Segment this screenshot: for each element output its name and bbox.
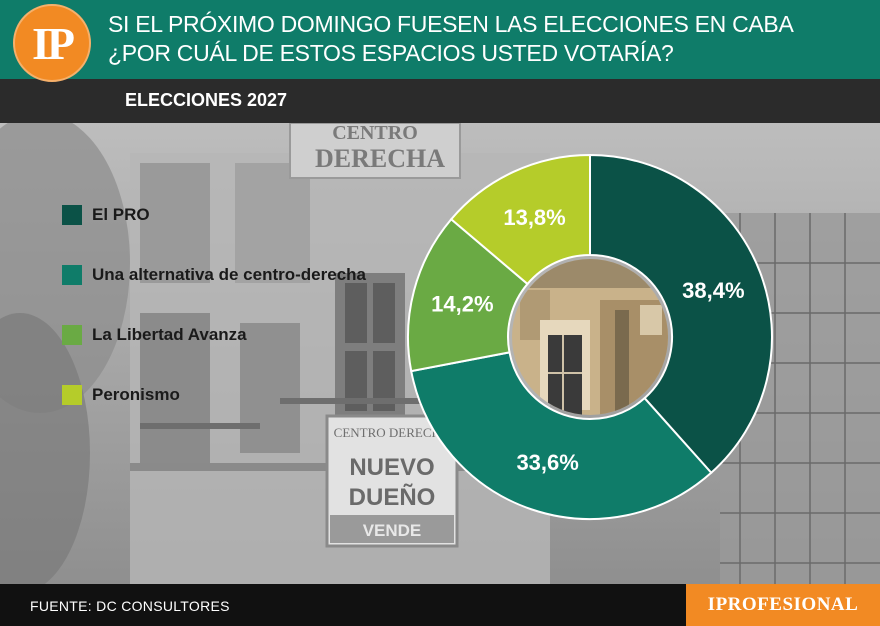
legend-swatch-pro — [62, 205, 82, 225]
legend-item-libertad-avanza: La Libertad Avanza — [62, 323, 247, 347]
bg-sign-line-1: NUEVO — [349, 454, 434, 481]
legend-label-pro: El PRO — [92, 205, 150, 224]
title-line-2: ¿POR CUÁL DE ESTOS ESPACIOS USTED VOTARÍ… — [108, 40, 674, 66]
legend-label-centro-derecha: Una alternativa de centro-derecha — [92, 265, 366, 284]
data-label-centro-derecha: 33,6% — [516, 450, 578, 475]
data-label-peronismo: 13,8% — [503, 205, 565, 230]
donut-slice-peronismo — [449, 153, 591, 286]
donut-slice-pro — [589, 153, 773, 475]
donut-slice-libertad-avanza — [407, 217, 529, 373]
legend-swatch-libertad-avanza — [62, 325, 82, 345]
bg-sign-bottom: VENDE — [363, 521, 422, 540]
donut-slice-centro-derecha — [410, 351, 713, 520]
ip-logo: IP — [13, 4, 91, 82]
bg-sign-top-2: DERECHA — [315, 144, 445, 173]
header-bar — [0, 0, 880, 79]
iprofesional-logo: IPROFESIONAL — [686, 584, 880, 626]
legend-swatch-peronismo — [62, 385, 82, 405]
data-label-libertad-avanza: 14,2% — [431, 291, 493, 316]
donut-center-photo — [512, 259, 668, 415]
page-title: SI EL PRÓXIMO DOMINGO FUESEN LAS ELECCIO… — [108, 10, 794, 68]
background-photo: CENTRO DERECHA CENTRO DERECHA NUEVO DUEÑ… — [0, 123, 880, 584]
legend-swatch-centro-derecha — [62, 265, 82, 285]
data-label-pro: 38,4% — [682, 278, 744, 303]
title-line-1: SI EL PRÓXIMO DOMINGO FUESEN LAS ELECCIO… — [108, 11, 794, 37]
legend-item-pro: El PRO — [62, 203, 150, 227]
legend-item-centro-derecha: Una alternativa de centro-derecha — [62, 263, 366, 287]
subtitle-bar — [0, 79, 880, 123]
bg-sign-top-1: CENTRO — [332, 123, 418, 144]
legend-label-libertad-avanza: La Libertad Avanza — [92, 325, 247, 344]
bg-sign-label: CENTRO DERECHA — [334, 425, 451, 440]
bg-sign-line-2: DUEÑO — [349, 483, 436, 511]
subtitle: ELECCIONES 2027 — [125, 90, 288, 110]
building-illustration: CENTRO DERECHA CENTRO DERECHA NUEVO DUEÑ… — [0, 123, 880, 584]
legend-item-peronismo: Peronismo — [62, 383, 180, 407]
legend-label-peronismo: Peronismo — [92, 385, 180, 404]
source-text: FUENTE: DC CONSULTORES — [30, 598, 230, 614]
